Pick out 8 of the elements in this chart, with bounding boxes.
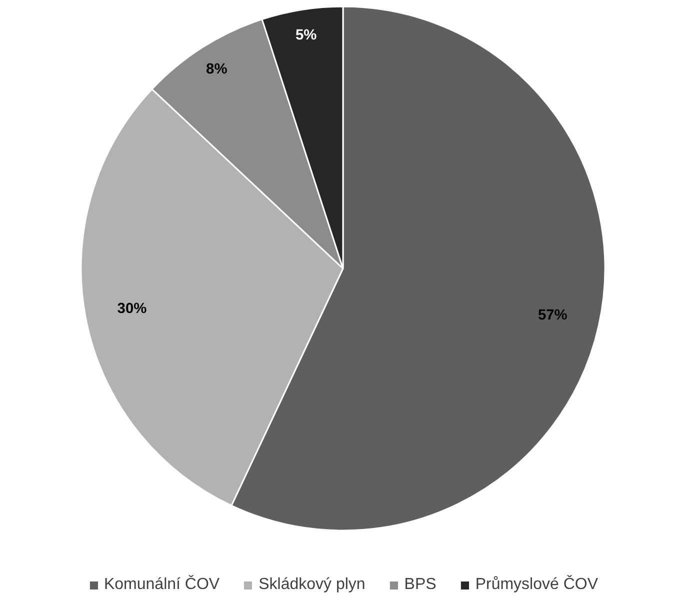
legend-label: Skládkový plyn (258, 576, 366, 594)
legend-label: Průmyslové ČOV (475, 576, 598, 594)
legend-label: Komunální ČOV (104, 576, 220, 594)
data-label: 57% (538, 307, 568, 324)
data-label: 8% (206, 61, 228, 78)
data-label: 30% (117, 300, 147, 317)
data-label: 5% (296, 28, 317, 44)
legend-label: BPS (404, 576, 436, 594)
